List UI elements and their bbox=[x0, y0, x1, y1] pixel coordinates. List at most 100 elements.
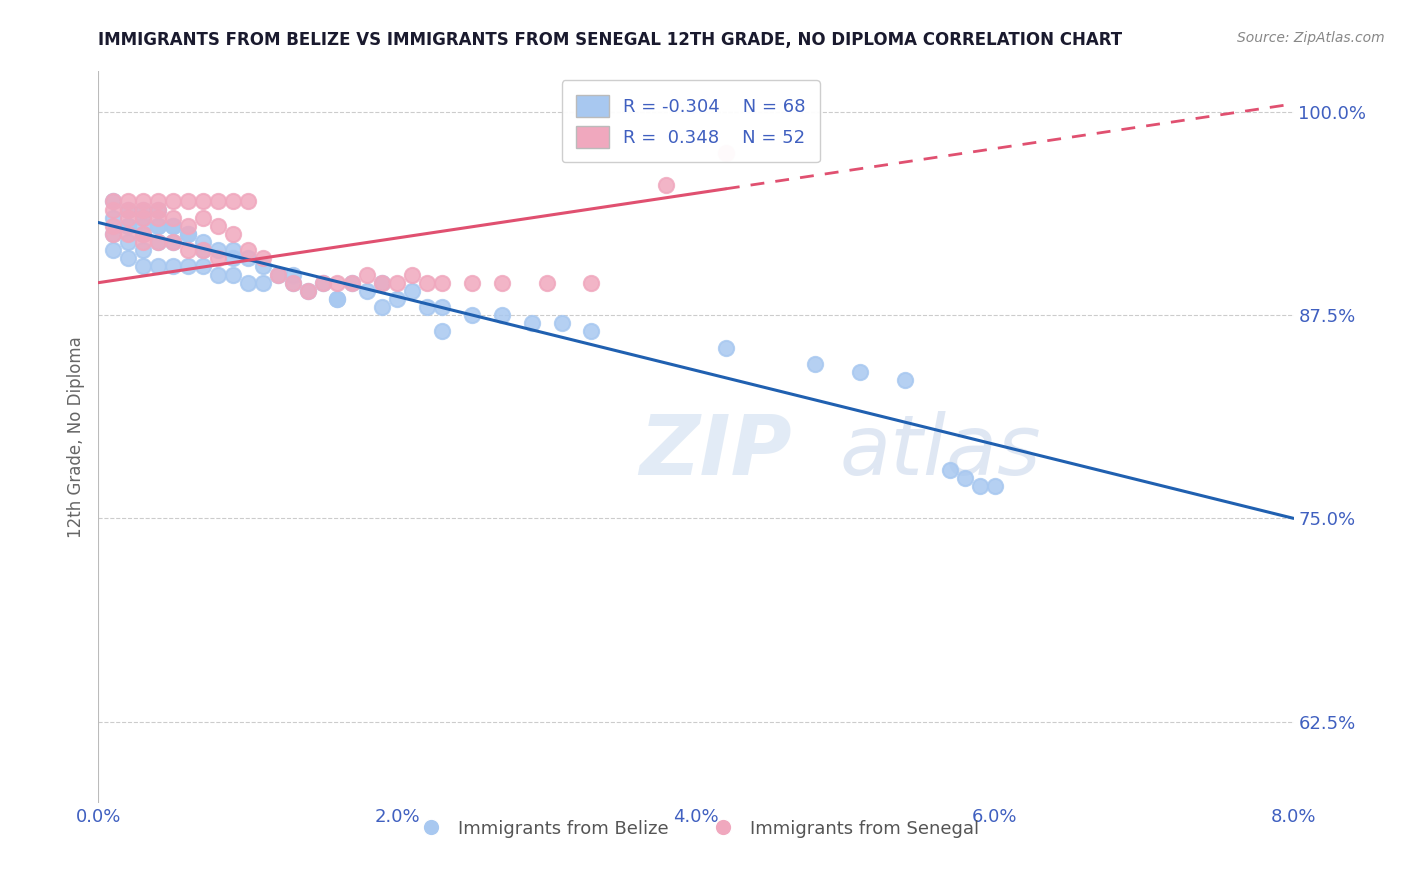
Point bbox=[191, 211, 214, 225]
Point bbox=[236, 194, 259, 209]
Point bbox=[430, 325, 453, 339]
Point bbox=[356, 268, 378, 282]
Point bbox=[491, 276, 513, 290]
Point bbox=[326, 292, 349, 306]
Point bbox=[416, 300, 439, 314]
Point bbox=[117, 235, 139, 249]
Point bbox=[117, 202, 139, 217]
Point bbox=[148, 219, 170, 233]
Point bbox=[132, 243, 155, 257]
Point bbox=[162, 235, 184, 249]
Point bbox=[550, 316, 572, 330]
Point bbox=[581, 276, 603, 290]
Point bbox=[148, 211, 170, 225]
Point bbox=[191, 260, 214, 274]
Point bbox=[191, 194, 214, 209]
Point bbox=[371, 276, 394, 290]
Point bbox=[222, 194, 245, 209]
Point bbox=[177, 194, 200, 209]
Point bbox=[371, 300, 394, 314]
Point bbox=[491, 308, 513, 322]
Point bbox=[520, 316, 543, 330]
Point bbox=[311, 276, 333, 290]
Point bbox=[117, 219, 139, 233]
Point bbox=[222, 227, 245, 241]
Point bbox=[132, 202, 155, 217]
Text: Source: ZipAtlas.com: Source: ZipAtlas.com bbox=[1237, 31, 1385, 45]
Point bbox=[297, 284, 319, 298]
Point bbox=[416, 276, 439, 290]
Point bbox=[103, 211, 125, 225]
Point bbox=[326, 292, 349, 306]
Point bbox=[148, 202, 170, 217]
Point bbox=[117, 219, 139, 233]
Point bbox=[117, 194, 139, 209]
Point bbox=[103, 194, 125, 209]
Point bbox=[804, 357, 827, 371]
Point bbox=[267, 268, 290, 282]
Point bbox=[162, 211, 184, 225]
Point bbox=[162, 219, 184, 233]
Point bbox=[401, 268, 423, 282]
Point bbox=[132, 202, 155, 217]
Point bbox=[236, 276, 259, 290]
Point bbox=[222, 252, 245, 266]
Point bbox=[894, 373, 917, 387]
Point bbox=[148, 219, 170, 233]
Point bbox=[939, 462, 962, 476]
Point bbox=[207, 252, 229, 266]
Text: ZIP: ZIP bbox=[638, 411, 792, 492]
Point bbox=[103, 194, 125, 209]
Point bbox=[311, 276, 333, 290]
Point bbox=[581, 325, 603, 339]
Point bbox=[430, 276, 453, 290]
Point bbox=[297, 284, 319, 298]
Point bbox=[207, 194, 229, 209]
Point bbox=[281, 268, 304, 282]
Point bbox=[148, 260, 170, 274]
Point bbox=[252, 252, 274, 266]
Point bbox=[132, 227, 155, 241]
Point bbox=[252, 276, 274, 290]
Point bbox=[371, 276, 394, 290]
Legend: Immigrants from Belize, Immigrants from Senegal: Immigrants from Belize, Immigrants from … bbox=[406, 813, 986, 845]
Point bbox=[132, 219, 155, 233]
Text: IMMIGRANTS FROM BELIZE VS IMMIGRANTS FROM SENEGAL 12TH GRADE, NO DIPLOMA CORRELA: IMMIGRANTS FROM BELIZE VS IMMIGRANTS FRO… bbox=[98, 31, 1122, 49]
Point bbox=[132, 260, 155, 274]
Point bbox=[984, 479, 1007, 493]
Point bbox=[714, 145, 737, 160]
Point bbox=[461, 276, 484, 290]
Point bbox=[148, 194, 170, 209]
Point bbox=[103, 243, 125, 257]
Point bbox=[117, 227, 139, 241]
Point bbox=[356, 284, 378, 298]
Point bbox=[162, 219, 184, 233]
Point bbox=[326, 276, 349, 290]
Point bbox=[177, 227, 200, 241]
Point bbox=[117, 202, 139, 217]
Point bbox=[162, 235, 184, 249]
Point bbox=[103, 219, 125, 233]
Point bbox=[969, 479, 991, 493]
Point bbox=[849, 365, 872, 379]
Point bbox=[103, 202, 125, 217]
Point bbox=[222, 268, 245, 282]
Point bbox=[103, 227, 125, 241]
Point bbox=[401, 284, 423, 298]
Point bbox=[281, 276, 304, 290]
Point bbox=[536, 276, 558, 290]
Point bbox=[655, 178, 678, 193]
Point bbox=[191, 235, 214, 249]
Point bbox=[162, 194, 184, 209]
Point bbox=[132, 227, 155, 241]
Point bbox=[461, 308, 484, 322]
Point bbox=[162, 260, 184, 274]
Point bbox=[281, 276, 304, 290]
Point bbox=[177, 227, 200, 241]
Point bbox=[207, 219, 229, 233]
Point bbox=[207, 243, 229, 257]
Point bbox=[267, 268, 290, 282]
Point bbox=[132, 211, 155, 225]
Point bbox=[117, 211, 139, 225]
Point bbox=[148, 202, 170, 217]
